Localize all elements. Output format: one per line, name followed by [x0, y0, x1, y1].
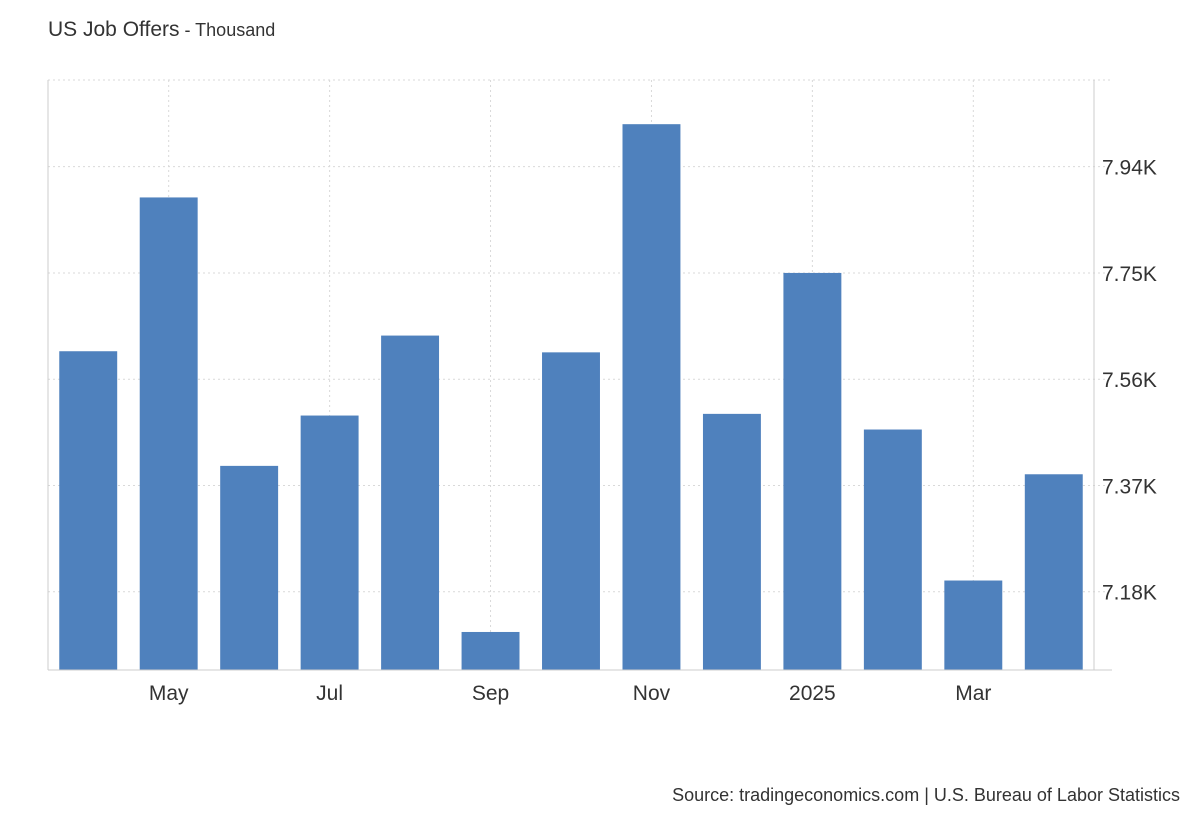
- bar-layer: [59, 124, 1083, 670]
- axis-layer: [47, 80, 1112, 671]
- bar: [622, 124, 681, 670]
- label-layer: 7.18K 7.37K 7.56K 7.75K 7.94K May Jul Sep Nov 202…: [149, 157, 1157, 705]
- x-tick-label: May: [149, 682, 189, 705]
- bar: [300, 415, 359, 670]
- bar: [139, 197, 198, 670]
- source-note: Source: tradingeconomics.com | U.S. Bure…: [672, 785, 1180, 805]
- y-tick-label: 7.18K: [1102, 582, 1157, 605]
- chart-title: US Job Offers - Thousand: [48, 18, 275, 42]
- x-tick-label: Nov: [633, 682, 671, 705]
- x-tick-label: Mar: [955, 682, 991, 705]
- bar: [944, 580, 1003, 670]
- x-tick-label: Jul: [316, 682, 343, 705]
- bar: [863, 429, 922, 670]
- bar: [542, 352, 600, 670]
- bar: [702, 413, 761, 670]
- bar: [461, 631, 520, 670]
- chart-title-main: US Job Offers: [48, 18, 180, 41]
- y-tick-label: 7.75K: [1102, 263, 1157, 286]
- y-tick-label: 7.94K: [1102, 157, 1157, 180]
- bar: [1024, 474, 1083, 670]
- bar: [59, 351, 118, 670]
- x-tick-label: 2025: [789, 682, 836, 705]
- y-tick-label: 7.37K: [1102, 475, 1157, 498]
- bar: [381, 335, 440, 670]
- y-tick-label: 7.56K: [1102, 369, 1157, 392]
- x-tick-label: Sep: [472, 682, 509, 705]
- chart-subtitle: Thousand: [195, 20, 276, 40]
- bar: [220, 465, 279, 670]
- chart-title-separator: -: [179, 20, 196, 40]
- bar: [783, 272, 842, 670]
